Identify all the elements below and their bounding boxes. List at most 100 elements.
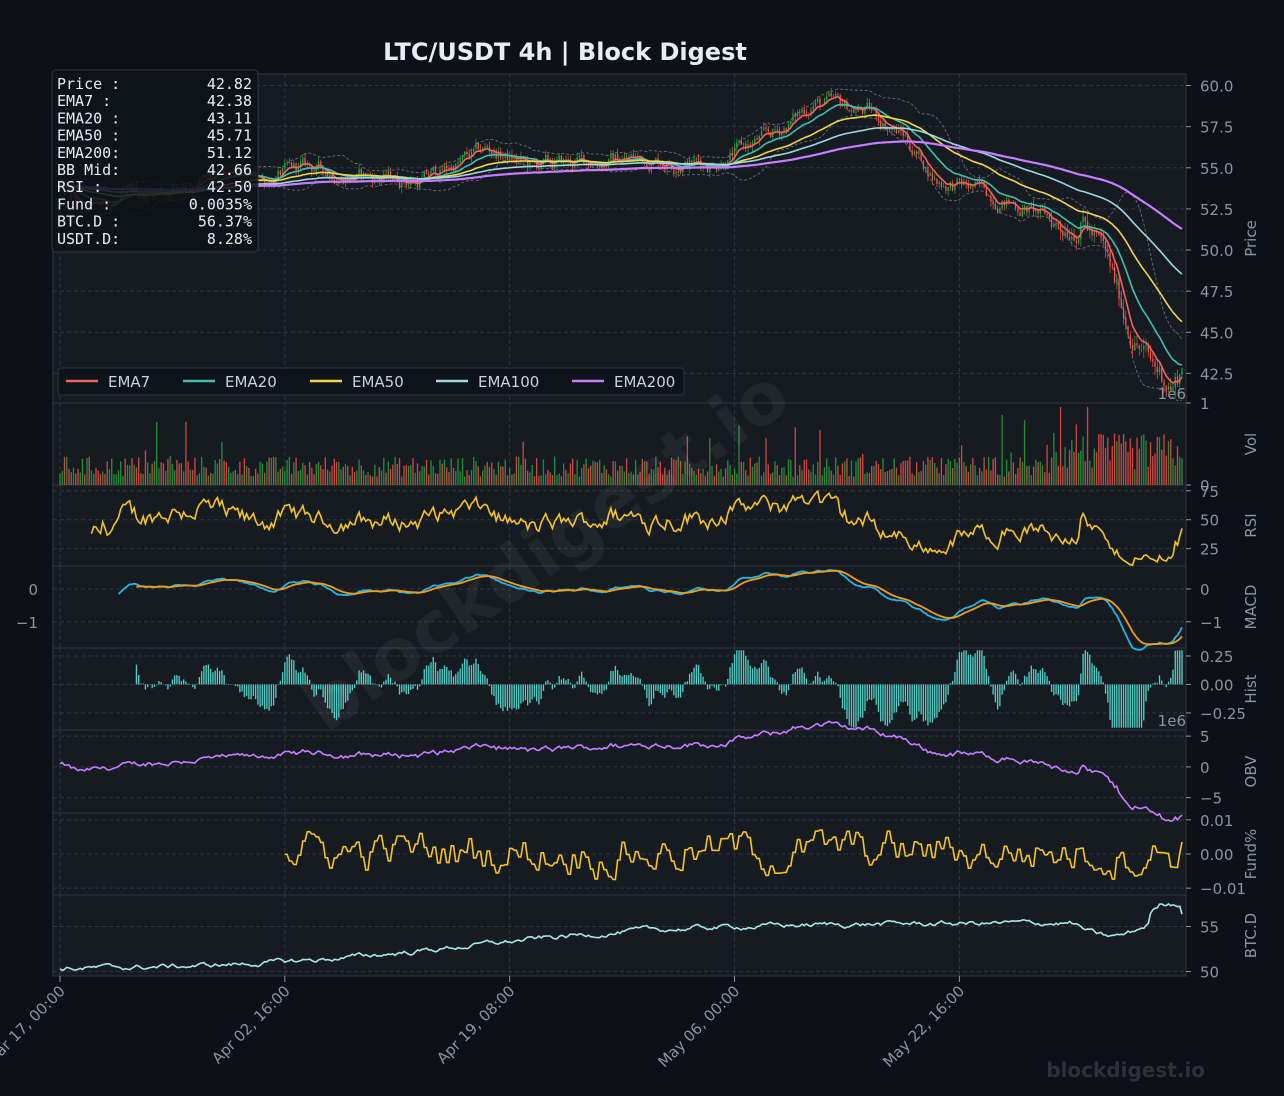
- hist-bar: [769, 677, 772, 685]
- hist-bar: [612, 670, 614, 685]
- y-tick-label-left-macd: −1: [16, 614, 38, 632]
- candle-body: [286, 162, 288, 164]
- volume-bar: [284, 471, 286, 485]
- volume-bar: [783, 467, 785, 485]
- candle-body: [580, 154, 583, 156]
- volume-bar: [1152, 456, 1154, 485]
- candle-body: [803, 109, 805, 114]
- y-tick-label-price: 50.0: [1200, 242, 1233, 260]
- volume-bar: [497, 461, 500, 485]
- hist-bar: [675, 684, 677, 699]
- hist-bar: [587, 684, 590, 688]
- candle-body: [1068, 237, 1071, 240]
- volume-bar: [156, 422, 158, 485]
- volume-bar: [1134, 469, 1136, 485]
- candle-body: [1163, 381, 1165, 387]
- volume-bar: [225, 462, 228, 485]
- volume-bar: [994, 457, 997, 485]
- hist-bar: [706, 684, 709, 690]
- candle-body: [1127, 325, 1129, 336]
- hist-bar: [702, 676, 704, 685]
- volume-bar: [650, 468, 653, 485]
- volume-bar: [288, 456, 291, 485]
- hist-bar: [817, 671, 819, 685]
- hist-bar: [585, 681, 587, 685]
- volume-bar: [403, 465, 405, 485]
- y-axis-label-rsi: RSI: [1242, 513, 1260, 537]
- hist-bar: [500, 684, 502, 709]
- volume-bar: [659, 461, 662, 485]
- hist-bar: [742, 650, 745, 685]
- volume-bar: [900, 463, 902, 485]
- volume-bar: [576, 459, 578, 485]
- candle-body: [913, 151, 916, 155]
- volume-bar: [423, 466, 425, 485]
- volume-bar: [619, 465, 621, 485]
- volume-bar: [796, 475, 799, 485]
- hist-bar: [841, 684, 844, 709]
- hist-bar: [475, 658, 477, 685]
- volume-bar: [182, 471, 185, 485]
- panel-hist: [52, 647, 1187, 731]
- y-tick-label-fund: 0.01: [1200, 812, 1233, 830]
- candle-body: [969, 185, 972, 189]
- hist-bar: [277, 684, 279, 686]
- hist-bar: [758, 667, 760, 685]
- volume-bar: [1082, 436, 1084, 485]
- candle-body: [315, 166, 318, 173]
- volume-bar: [1086, 407, 1089, 485]
- volume-bar: [765, 438, 767, 485]
- hist-bar: [670, 684, 673, 691]
- candle-body: [1008, 200, 1010, 203]
- volume-bar: [380, 470, 383, 485]
- signal-line: [136, 569, 1183, 646]
- hist-bar: [697, 665, 700, 685]
- hist-bar: [434, 662, 437, 685]
- volume-bar: [464, 476, 466, 485]
- volume-bar: [767, 464, 769, 485]
- volume-bar: [452, 467, 455, 485]
- volume-bar: [722, 476, 724, 485]
- volume-bar: [974, 465, 976, 485]
- candle-body: [583, 154, 585, 163]
- candle-body: [736, 142, 738, 148]
- candle-body: [987, 195, 990, 197]
- volume-bar: [706, 471, 709, 485]
- volume-bar: [713, 475, 715, 485]
- hist-bar: [509, 684, 511, 708]
- volume-bar: [560, 476, 563, 485]
- hist-bar: [484, 675, 486, 685]
- candle-body: [1111, 266, 1113, 268]
- volume-bar: [904, 460, 907, 485]
- hist-bar: [630, 673, 632, 685]
- hist-bar: [135, 664, 138, 685]
- volume-bar: [212, 473, 214, 485]
- info-row-value: 42.82: [207, 75, 252, 93]
- hist-bar: [1048, 680, 1051, 685]
- volume-bar: [374, 464, 376, 485]
- volume-bar: [630, 471, 632, 485]
- volume-bar: [502, 466, 504, 485]
- y-tick-label-rsi: 75: [1200, 483, 1219, 501]
- hist-bar: [574, 684, 576, 688]
- hist-bar: [666, 684, 668, 693]
- hist-bar: [1161, 680, 1163, 685]
- volume-bar: [700, 473, 702, 485]
- volume-bar: [124, 458, 126, 485]
- candle-body: [378, 178, 380, 181]
- candle-body: [1001, 200, 1003, 209]
- volume-bar: [866, 472, 868, 485]
- volume-bar: [718, 471, 720, 485]
- volume-bar: [875, 460, 877, 485]
- hist-bar: [560, 679, 563, 685]
- volume-bar: [531, 465, 533, 485]
- hist-bar: [1005, 680, 1008, 685]
- candle-body: [677, 171, 680, 173]
- hist-bar: [951, 680, 954, 685]
- volume-bar: [360, 465, 362, 485]
- volume-bar: [335, 461, 338, 485]
- hist-bar: [515, 684, 518, 710]
- volume-bar: [160, 462, 162, 485]
- volume-bar: [200, 457, 203, 485]
- candle-body: [1167, 386, 1170, 390]
